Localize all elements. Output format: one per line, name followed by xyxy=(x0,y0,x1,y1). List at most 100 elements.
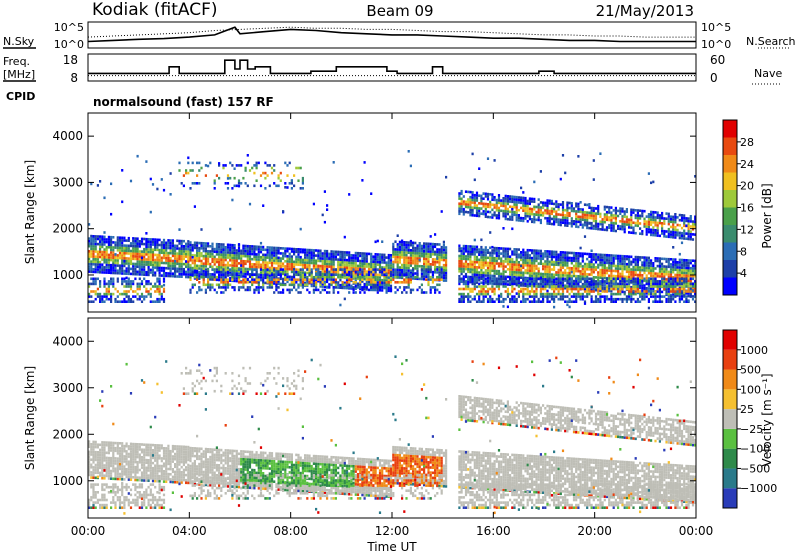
power-cell xyxy=(165,262,167,265)
power-cell xyxy=(364,268,366,271)
power-cell xyxy=(549,255,551,258)
power-cell xyxy=(366,278,368,281)
power-cell xyxy=(485,213,487,216)
power-cell xyxy=(582,255,584,258)
power-cell xyxy=(388,259,390,262)
power-cell xyxy=(342,287,344,290)
power-cell xyxy=(234,254,236,257)
power-cell xyxy=(375,276,377,279)
power-cell xyxy=(399,243,401,246)
power-cell xyxy=(575,225,577,228)
power-cell xyxy=(192,271,194,274)
power-cell xyxy=(608,226,610,229)
power-cell xyxy=(218,246,220,249)
power-cell xyxy=(110,246,112,249)
power-cell xyxy=(242,262,244,265)
power-cell xyxy=(476,266,478,269)
power-cell xyxy=(577,267,579,270)
power-cell xyxy=(205,273,207,276)
power-cell xyxy=(608,259,610,262)
power-cell xyxy=(566,214,568,217)
power-cell xyxy=(220,271,222,274)
power-cell xyxy=(487,262,489,265)
power-cell xyxy=(520,202,522,205)
power-cell xyxy=(386,261,388,264)
power-cell xyxy=(553,220,555,223)
power-cell xyxy=(240,286,242,289)
power-cell xyxy=(278,249,280,252)
power-cell xyxy=(143,298,145,301)
power-cell xyxy=(522,256,524,259)
power-cell xyxy=(134,253,136,256)
power-cell xyxy=(291,250,293,253)
power-cell xyxy=(461,300,463,303)
power-cell xyxy=(485,280,487,283)
power-cell xyxy=(225,281,227,284)
power-cell xyxy=(610,277,612,280)
power-cell xyxy=(527,210,529,213)
power-cell xyxy=(438,269,440,272)
power-cell xyxy=(500,210,502,213)
power-cell xyxy=(597,298,599,301)
power-cell xyxy=(584,265,586,268)
power-cell xyxy=(264,264,266,267)
power-cell xyxy=(527,267,529,270)
power-cell xyxy=(143,253,145,256)
power-cell xyxy=(463,265,465,268)
power-cell xyxy=(211,243,213,246)
power-cell xyxy=(227,267,229,270)
power-cell xyxy=(264,187,266,190)
power-cell xyxy=(476,269,478,272)
power-cell xyxy=(604,229,606,232)
power-cell xyxy=(348,271,350,274)
power-cell xyxy=(505,265,507,268)
power-cell xyxy=(569,202,571,205)
power-cell xyxy=(580,255,582,258)
power-cell xyxy=(231,249,233,252)
power-cell xyxy=(403,266,405,269)
power-cell xyxy=(478,202,480,205)
power-cell xyxy=(346,287,348,290)
power-cell xyxy=(416,252,418,255)
power-cell xyxy=(599,280,601,283)
power-cell xyxy=(560,214,562,217)
power-cell xyxy=(531,252,533,255)
power-cell xyxy=(529,257,531,260)
power-cell xyxy=(170,172,172,175)
power-cell xyxy=(181,260,183,263)
power-cell xyxy=(542,278,544,281)
power-cell xyxy=(593,253,595,256)
power-cell xyxy=(196,182,198,185)
power-cell xyxy=(189,259,191,262)
power-cell xyxy=(256,268,258,271)
power-cell xyxy=(203,276,205,279)
power-cell xyxy=(599,223,601,226)
power-cell xyxy=(483,283,485,286)
power-cell xyxy=(293,261,295,264)
power-cell xyxy=(461,200,463,203)
power-cell xyxy=(480,239,482,242)
power-cell xyxy=(458,293,460,296)
power-cell xyxy=(566,277,568,280)
power-cell xyxy=(366,270,368,273)
power-cell xyxy=(222,243,224,246)
power-cell xyxy=(101,251,103,254)
power-cell xyxy=(487,280,489,283)
power-cell xyxy=(489,252,491,255)
power-cell xyxy=(211,258,213,261)
power-cell xyxy=(555,281,557,284)
power-cell xyxy=(399,253,401,256)
power-cell xyxy=(152,271,154,274)
power-cell xyxy=(465,250,467,253)
power-cell xyxy=(419,247,421,250)
power-cell xyxy=(370,192,372,195)
power-cell xyxy=(207,275,209,278)
power-cell xyxy=(472,283,474,286)
power-cell xyxy=(485,203,487,206)
power-cell xyxy=(284,268,286,271)
power-cell xyxy=(575,252,577,255)
power-cell xyxy=(333,258,335,261)
power-cell xyxy=(154,300,156,303)
power-cell xyxy=(500,247,502,250)
power-cell xyxy=(300,258,302,261)
